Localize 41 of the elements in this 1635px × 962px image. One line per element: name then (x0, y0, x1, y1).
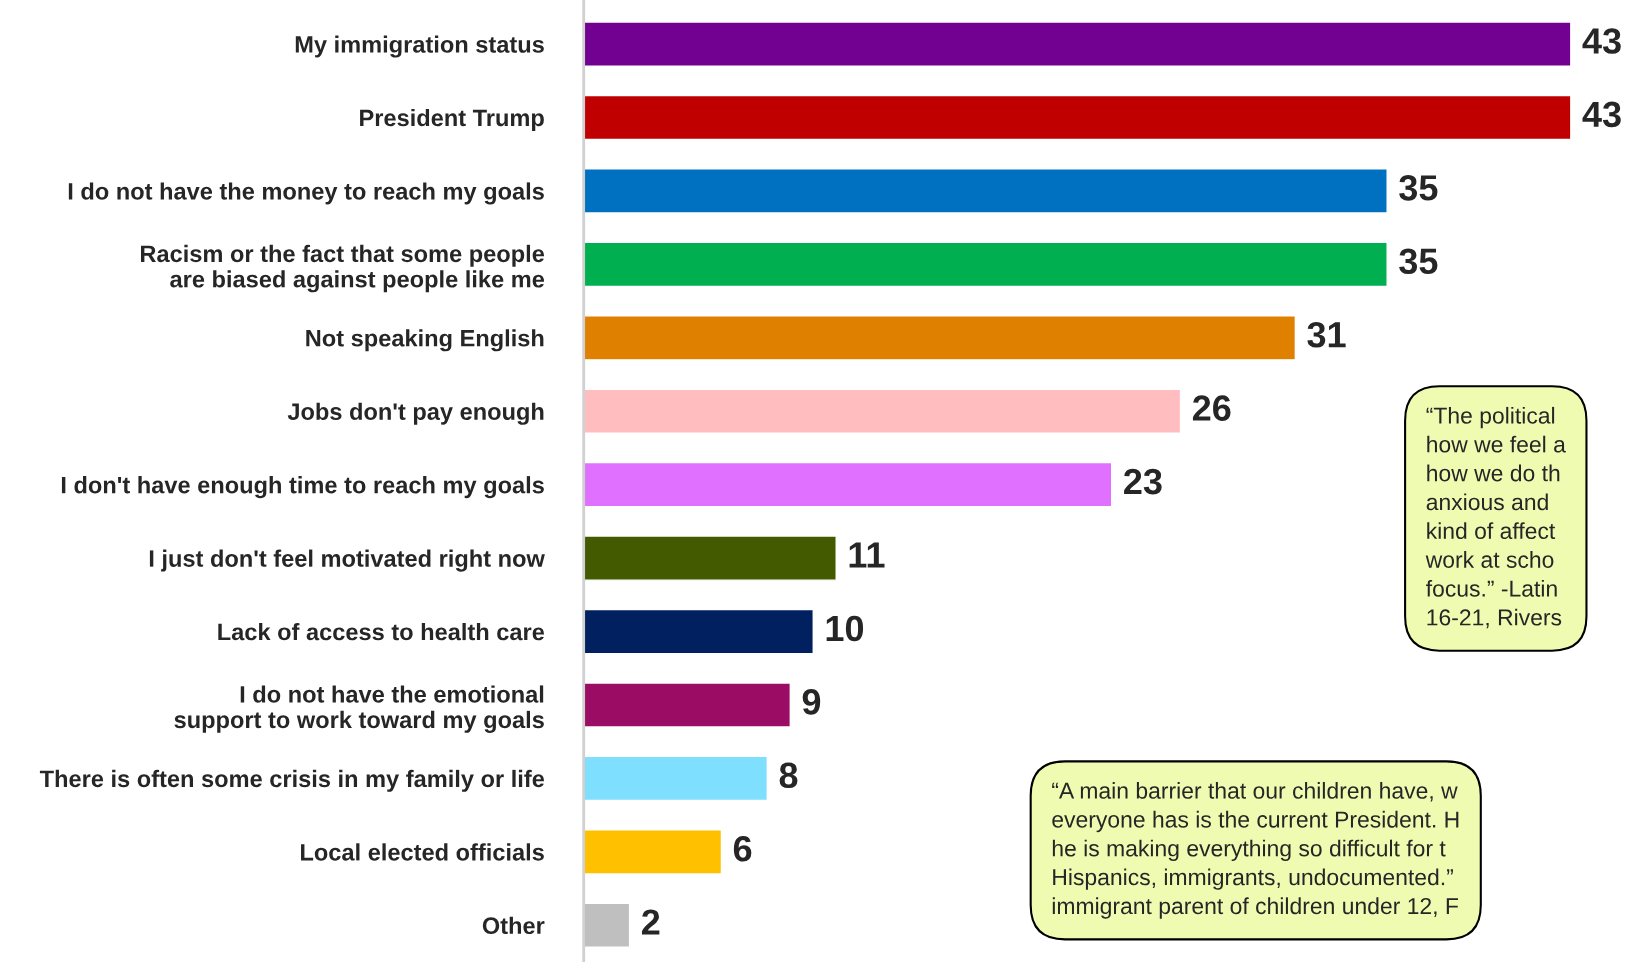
bar (583, 461, 1113, 508)
y-tick-label: I don't have enough time to reach my goals (61, 476, 544, 499)
bar (583, 755, 769, 802)
y-tick-label: My immigration status (295, 35, 544, 58)
bar (583, 94, 1572, 141)
data-label: 43 (1582, 101, 1621, 128)
y-tick-label: President Trump (360, 108, 544, 131)
data-label: 35 (1399, 248, 1438, 275)
y-tick-label: Local elected officials (301, 843, 544, 861)
y-tick-label: I do not have the emotional support to work toward my goals (174, 685, 544, 733)
bar (583, 168, 1388, 214)
y-tick-label: I do not have the money to reach my goals (68, 182, 544, 205)
data-label: 2 (641, 909, 660, 935)
annotation: “The political how we feel a how we do th anxious and kind of affect work at scho focus.” -Latin 16-21, Rivers (1425, 406, 1566, 629)
bar (583, 21, 1572, 67)
y-tick-label: There is often some crisis in my family or life (39, 769, 545, 792)
data-label: 6 (733, 835, 752, 862)
bar (583, 315, 1297, 361)
y-tick-label: I just don't feel motivated right now (149, 549, 545, 572)
bar (583, 902, 631, 949)
bar (583, 829, 723, 875)
y-tick-label: Lack of access to health care (218, 622, 545, 641)
annotation: “A main barrier that our children have, w everyone has is the current President. H he is making everything so difficult for t Hispanics, immigrants, undocumented.” immigrant parent of children under 12, F (1052, 782, 1459, 919)
data-label: 31 (1307, 321, 1346, 348)
y-tick-label: Not speaking English (306, 329, 544, 352)
data-label: 35 (1399, 175, 1438, 201)
bar (583, 608, 814, 655)
y-tick-label: Racism or the fact that some people are biased against people like me (140, 244, 545, 293)
bar (583, 682, 792, 728)
data-label: 23 (1124, 468, 1162, 495)
data-label: 11 (849, 542, 885, 568)
data-label: 8 (779, 762, 798, 789)
bar (583, 535, 837, 581)
bar (583, 388, 1182, 434)
data-label: 10 (826, 615, 864, 642)
bar (583, 241, 1388, 288)
y-tick-label: Jobs don't pay enough (287, 402, 544, 425)
data-label: 43 (1582, 28, 1621, 54)
data-label: 26 (1192, 395, 1231, 421)
y-tick-label: Other (482, 916, 545, 935)
data-label: 9 (802, 689, 821, 715)
